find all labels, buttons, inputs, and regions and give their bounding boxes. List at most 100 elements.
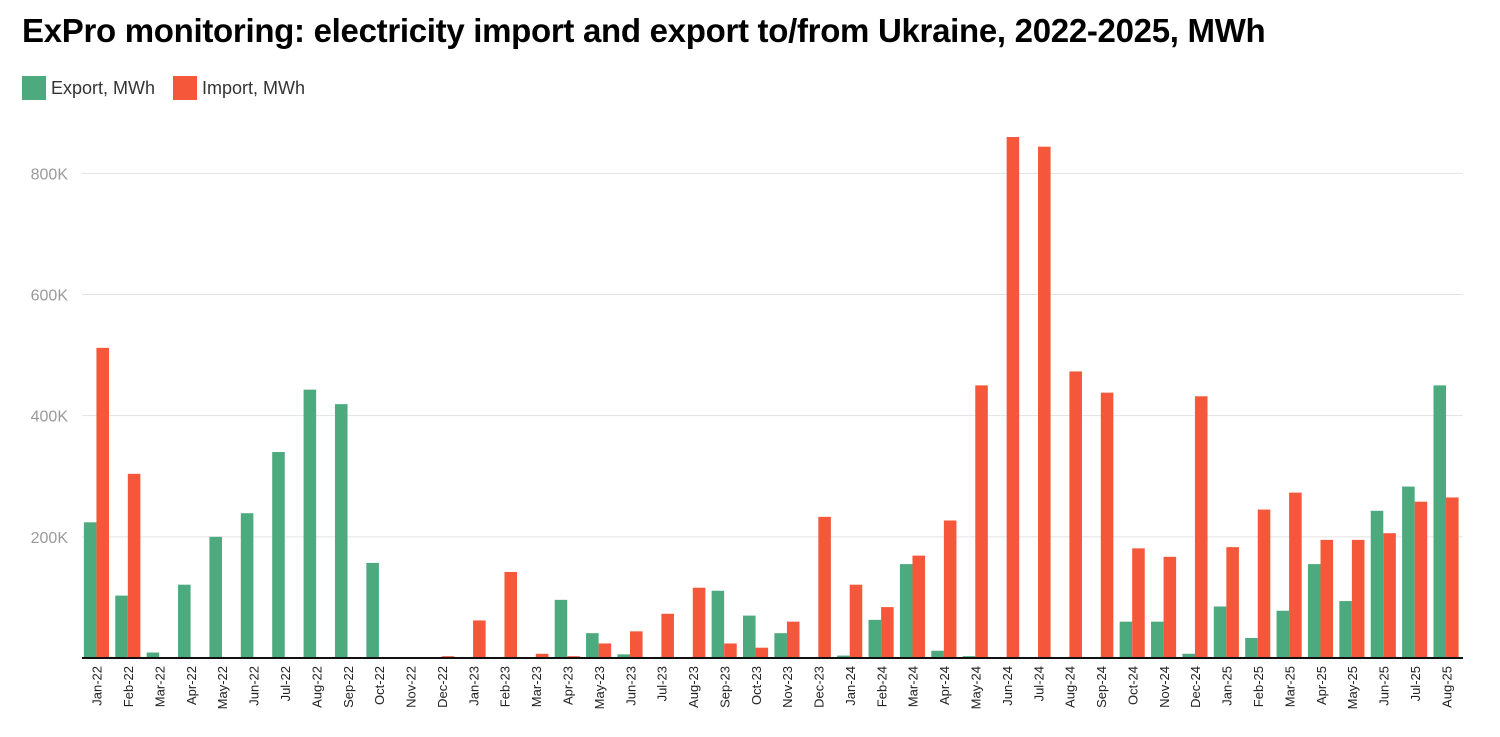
x-tick-label: Dec-22 xyxy=(435,666,450,708)
export-bar[interactable] xyxy=(868,619,882,658)
import-bar[interactable] xyxy=(1069,371,1082,658)
y-tick-label: 200K xyxy=(31,530,69,547)
x-tick-label: Jun-25 xyxy=(1377,666,1392,706)
import-bar[interactable] xyxy=(1132,548,1145,658)
import-bar[interactable] xyxy=(943,520,957,658)
x-tick-label: Apr-23 xyxy=(560,666,575,705)
import-bar[interactable] xyxy=(1038,146,1051,658)
import-bar[interactable] xyxy=(473,620,486,658)
legend-item-export[interactable]: Export, MWh xyxy=(22,76,155,100)
import-bar[interactable] xyxy=(1414,501,1428,658)
export-bar[interactable] xyxy=(586,633,599,658)
x-tick-label: Nov-22 xyxy=(404,666,419,708)
legend-label-export: Export, MWh xyxy=(51,77,156,98)
export-bar[interactable] xyxy=(837,655,850,658)
x-tick-label: Jul-23 xyxy=(655,666,670,701)
x-tick-label: Aug-24 xyxy=(1063,666,1078,708)
import-bar[interactable] xyxy=(1446,497,1459,658)
import-bar[interactable] xyxy=(881,607,894,658)
import-bar[interactable] xyxy=(818,516,831,658)
x-tick-label: Jul-25 xyxy=(1408,666,1423,701)
import-bar[interactable] xyxy=(724,643,737,658)
x-tick-label: Mar-24 xyxy=(906,666,921,707)
x-tick-label: Dec-23 xyxy=(812,666,827,708)
import-bar[interactable] xyxy=(1257,509,1271,658)
x-tick-label: Aug-22 xyxy=(309,666,324,708)
x-tick-label: Aug-25 xyxy=(1439,666,1454,708)
import-bar[interactable] xyxy=(1320,539,1334,658)
export-bar[interactable] xyxy=(774,633,787,658)
x-tick-label: Mar-22 xyxy=(152,666,167,707)
x-tick-label: Feb-22 xyxy=(121,666,136,707)
export-bar[interactable] xyxy=(303,389,317,658)
export-bar[interactable] xyxy=(899,564,913,658)
import-bar[interactable] xyxy=(755,647,769,658)
import-bar[interactable] xyxy=(1226,547,1239,658)
import-bar[interactable] xyxy=(1194,396,1208,658)
import-bar[interactable] xyxy=(127,473,141,658)
import-bar[interactable] xyxy=(598,643,612,658)
x-tick-label: Nov-24 xyxy=(1157,666,1172,708)
y-tick-label: 400K xyxy=(31,409,69,426)
import-bar[interactable] xyxy=(975,385,988,658)
export-bar[interactable] xyxy=(83,522,97,658)
export-bar[interactable] xyxy=(1119,621,1133,658)
import-bar[interactable] xyxy=(535,653,549,658)
x-tick-label: Jul-24 xyxy=(1031,666,1046,701)
export-bar[interactable] xyxy=(115,595,128,658)
x-tick-label: Feb-25 xyxy=(1251,666,1266,707)
import-bar[interactable] xyxy=(504,571,518,658)
x-tick-label: Nov-23 xyxy=(780,666,795,708)
export-bar[interactable] xyxy=(1433,385,1447,658)
import-bar[interactable] xyxy=(849,584,863,658)
export-bar[interactable] xyxy=(209,536,222,658)
import-bar[interactable] xyxy=(96,347,109,658)
import-bar[interactable] xyxy=(786,621,800,658)
import-bar[interactable] xyxy=(1006,137,1020,658)
x-tick-label: Apr-22 xyxy=(184,666,199,705)
export-bar[interactable] xyxy=(178,584,191,658)
export-bar[interactable] xyxy=(931,650,944,658)
export-bar[interactable] xyxy=(1245,638,1258,658)
x-tick-label: Jan-23 xyxy=(466,666,481,706)
import-bar[interactable] xyxy=(630,631,643,658)
import-bar[interactable] xyxy=(912,555,926,658)
import-bar[interactable] xyxy=(1289,492,1302,658)
export-bar[interactable] xyxy=(617,654,631,658)
export-bar[interactable] xyxy=(711,590,725,658)
x-tick-label: Jan-24 xyxy=(843,666,858,706)
x-tick-label: May-23 xyxy=(592,666,607,709)
export-bar[interactable] xyxy=(1151,621,1164,658)
x-tick-label: Oct-24 xyxy=(1125,666,1140,705)
export-bar[interactable] xyxy=(554,599,568,658)
y-tick-label: 600K xyxy=(31,288,69,305)
export-bar[interactable] xyxy=(240,513,254,658)
export-bar[interactable] xyxy=(1276,610,1290,658)
export-bar[interactable] xyxy=(742,615,756,658)
export-bar[interactable] xyxy=(366,562,379,658)
x-tick-label: Sep-22 xyxy=(341,666,356,708)
export-bar[interactable] xyxy=(1213,606,1227,658)
export-bar[interactable] xyxy=(334,404,348,658)
export-bar[interactable] xyxy=(1339,601,1352,658)
import-bar[interactable] xyxy=(1351,539,1365,658)
x-tick-label: May-25 xyxy=(1345,666,1360,709)
export-bar[interactable] xyxy=(1182,653,1195,658)
export-bar[interactable] xyxy=(272,452,285,658)
x-tick-label: Jan-22 xyxy=(90,666,105,706)
import-bar[interactable] xyxy=(661,613,674,658)
x-tick-label: Jun-22 xyxy=(247,666,262,706)
chart-title: ExPro monitoring: electricity import and… xyxy=(22,12,1266,49)
import-bar[interactable] xyxy=(692,587,706,658)
export-bar[interactable] xyxy=(1307,564,1321,658)
import-bar[interactable] xyxy=(1100,392,1114,658)
export-bar[interactable] xyxy=(1402,486,1415,658)
import-bar[interactable] xyxy=(1383,533,1396,658)
x-tick-label: Mar-25 xyxy=(1282,666,1297,707)
x-tick-label: May-24 xyxy=(969,666,984,709)
legend-item-import[interactable]: Import, MWh xyxy=(173,76,305,100)
export-bar[interactable] xyxy=(146,652,160,658)
import-bar[interactable] xyxy=(1163,556,1177,658)
export-bar[interactable] xyxy=(1370,510,1384,658)
